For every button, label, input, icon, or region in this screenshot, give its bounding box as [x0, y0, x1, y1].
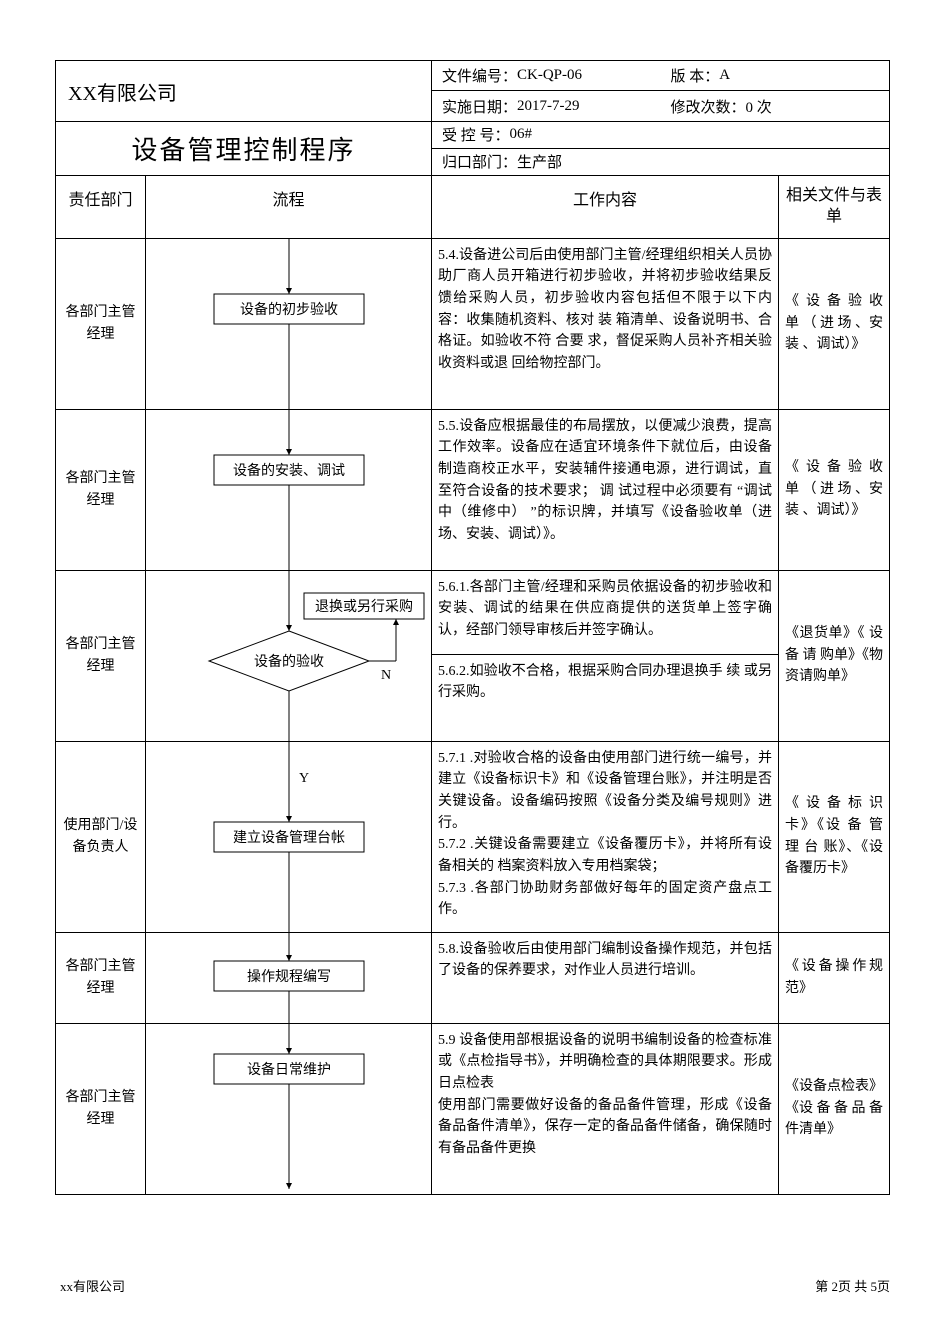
body-row-5: 各部门主管经理 设备日常维护 5.9 设备使用部根据设备的说明书编制设备的检查标…: [56, 1024, 889, 1194]
column-header-row: 责任部门 流程 工作内容 相关文件与表单: [56, 176, 889, 239]
control-no-cell: 受 控 号： 06#: [432, 122, 889, 149]
flow-svg-4: 操作规程编写: [146, 933, 432, 1023]
work-cell-2: 5.6.1.各部门主管/经理和采购员依据设备的初步验收和安装、调试的结果在供应商…: [432, 571, 779, 741]
control-no-label: 受 控 号：: [442, 124, 510, 145]
footer-right: 第 2页 共 5页: [815, 1276, 890, 1295]
header-block: XX有限公司 文件编号： CK-QP-06 版 本： A 实施日期： 2: [56, 61, 889, 176]
docs-cell-0: 《 设 备 验 收 单 （ 进 场 、安 装 、调试）》: [779, 239, 889, 409]
rev-count-label: 修改次数：: [671, 96, 746, 117]
dept-cell-0: 各部门主管经理: [56, 239, 146, 409]
doc-no-value: CK-QP-06: [517, 67, 582, 84]
col-dept-header: 责任部门: [56, 176, 146, 238]
impl-date-label: 实施日期：: [442, 96, 517, 117]
rev-count-value: 0 次: [746, 96, 772, 117]
owner-dept-label: 归口部门：: [442, 151, 517, 172]
footer-right-suffix: 页: [877, 1279, 890, 1294]
flow-svg-1: 设备的安装、调试: [146, 410, 432, 570]
body-row-0: 各部门主管经理 设备的初步验收 5.4.设备进公司后由使用部门主管/经理: [56, 239, 889, 410]
work-cell-3: 5.7.1 .对验收合格的设备由使用部门进行统一编号，并建立《设备标识卡》和《设…: [432, 742, 779, 932]
footer-right-mid: 页 共: [838, 1279, 871, 1294]
dept-cell-3: 使用部门/设备负责人: [56, 742, 146, 932]
impl-date-cell: 实施日期： 2017-7-29: [432, 94, 661, 119]
flow-svg-2: 退换或另行采购 设备的验收 N: [146, 571, 432, 741]
header-meta-rows: 文件编号： CK-QP-06 版 本： A 实施日期： 2017-7-29 修改…: [432, 61, 889, 122]
flow-n-label: N: [381, 668, 391, 683]
work-text-0-0: 5.4.设备进公司后由使用部门主管/经理组织相关人员协助厂商人员开箱进行初步验收…: [438, 245, 772, 375]
flow-label-4: 操作规程编写: [247, 969, 331, 985]
header-meta-row-1: 文件编号： CK-QP-06 版 本： A: [432, 61, 889, 91]
work-cell-1: 5.5.设备应根据最佳的布局摆放，以便减少浪费，提高工作效率。设备应在适宜环境条…: [432, 410, 779, 570]
flow-label-2: 设备的验收: [254, 653, 324, 670]
flow-sidebox-2: 退换或另行采购: [315, 598, 413, 615]
dept-cell-4: 各部门主管经理: [56, 933, 146, 1023]
docs-cell-4: 《设备操作规范》: [779, 933, 889, 1023]
body-row-4: 各部门主管经理 操作规程编写 5.8.设备验收后由使用部门编制设备操作规范，并包…: [56, 933, 889, 1024]
flow-svg-5: 设备日常维护: [146, 1024, 432, 1194]
work-cell-5: 5.9 设备使用部根据设备的说明书编制设备的检查标准或《点检指导书》，并明确检查…: [432, 1024, 779, 1194]
company-name: XX有限公司: [56, 61, 432, 122]
footer-right-prefix: 第: [815, 1279, 831, 1294]
version-cell: 版 本： A: [661, 63, 890, 88]
footer-left: xx有限公司: [60, 1276, 125, 1295]
flow-cell-1: 设备的安装、调试: [146, 410, 432, 570]
body-row-1: 各部门主管经理 设备的安装、调试 5.5.设备应根据最佳的布局摆放，以便减少浪费…: [56, 410, 889, 571]
flow-y-label: Y: [299, 771, 309, 786]
flow-label-0: 设备的初步验收: [240, 301, 338, 318]
flow-label-5: 设备日常维护: [247, 1061, 331, 1078]
impl-date-value: 2017-7-29: [517, 98, 580, 115]
flow-svg-0: 设备的初步验收: [146, 239, 432, 409]
doc-no-cell: 文件编号： CK-QP-06: [432, 63, 661, 88]
body-row-2: 各部门主管经理 退换或另行采购 设备的验收 N: [56, 571, 889, 742]
flow-label-1: 设备的安装、调试: [233, 462, 345, 479]
work-text-4-0: 5.8.设备验收后由使用部门编制设备操作规范，并包括了设备的保养要求，对作业人员…: [438, 939, 772, 982]
header-title-meta: 受 控 号： 06# 归口部门： 生产部: [432, 122, 889, 176]
rev-count-cell: 修改次数： 0 次: [661, 94, 890, 119]
work-text-3-0: 5.7.1 .对验收合格的设备由使用部门进行统一编号，并建立《设备标识卡》和《设…: [438, 748, 772, 922]
flow-cell-5: 设备日常维护: [146, 1024, 432, 1194]
dept-cell-2: 各部门主管经理: [56, 571, 146, 741]
flow-cell-4: 操作规程编写: [146, 933, 432, 1023]
flow-svg-3: Y 建立设备管理台帐: [146, 742, 432, 932]
document-table: XX有限公司 文件编号： CK-QP-06 版 本： A 实施日期： 2: [55, 60, 890, 1195]
doc-title: 设备管理控制程序: [56, 122, 432, 176]
docs-cell-5: 《设备点检表》《设 备 备 品 备 件清单》: [779, 1024, 889, 1194]
version-label: 版 本：: [671, 65, 720, 86]
version-value: A: [719, 67, 730, 84]
work-text-2-0: 5.6.1.各部门主管/经理和采购员依据设备的初步验收和安装、调试的结果在供应商…: [432, 571, 778, 648]
work-text-2-1: 5.6.2.如验收不合格，根据采购合同办理退换手 续 或另行采购。: [432, 654, 778, 710]
owner-dept-cell: 归口部门： 生产部: [432, 149, 889, 176]
doc-no-label: 文件编号：: [442, 65, 517, 86]
page-footer: xx有限公司 第 2页 共 5页: [60, 1276, 890, 1295]
flow-label-3: 建立设备管理台帐: [233, 829, 345, 846]
owner-dept-value: 生产部: [517, 151, 562, 172]
docs-cell-1: 《 设 备 验 收 单 （ 进 场 、安 装 、调试）》: [779, 410, 889, 570]
dept-cell-5: 各部门主管经理: [56, 1024, 146, 1194]
body-row-3: 使用部门/设备负责人 Y 建立设备管理台帐 5.7.1 .对验收合格的设备由使用…: [56, 742, 889, 933]
work-text-5-0: 5.9 设备使用部根据设备的说明书编制设备的检查标准或《点检指导书》，并明确检查…: [438, 1030, 772, 1160]
dept-cell-1: 各部门主管经理: [56, 410, 146, 570]
control-no-value: 06#: [510, 126, 533, 143]
docs-cell-3: 《 设 备 标 识卡》《设 备 管 理 台 账》、《设备覆历卡》: [779, 742, 889, 932]
page: XX有限公司 文件编号： CK-QP-06 版 本： A 实施日期： 2: [0, 0, 945, 1337]
flow-cell-3: Y 建立设备管理台帐: [146, 742, 432, 932]
header-meta-row-2: 实施日期： 2017-7-29 修改次数： 0 次: [432, 91, 889, 121]
col-flow-header: 流程: [146, 176, 432, 238]
col-work-header: 工作内容: [432, 176, 779, 238]
work-text-1-0: 5.5.设备应根据最佳的布局摆放，以便减少浪费，提高工作效率。设备应在适宜环境条…: [438, 416, 772, 546]
docs-cell-2: 《退货单》《 设 备 请 购单》《物资请购单》: [779, 571, 889, 741]
flow-cell-0: 设备的初步验收: [146, 239, 432, 409]
col-docs-header: 相关文件与表单: [779, 176, 889, 238]
flow-cell-2: 退换或另行采购 设备的验收 N: [146, 571, 432, 741]
work-cell-0: 5.4.设备进公司后由使用部门主管/经理组织相关人员协助厂商人员开箱进行初步验收…: [432, 239, 779, 409]
work-cell-4: 5.8.设备验收后由使用部门编制设备操作规范，并包括了设备的保养要求，对作业人员…: [432, 933, 779, 1023]
